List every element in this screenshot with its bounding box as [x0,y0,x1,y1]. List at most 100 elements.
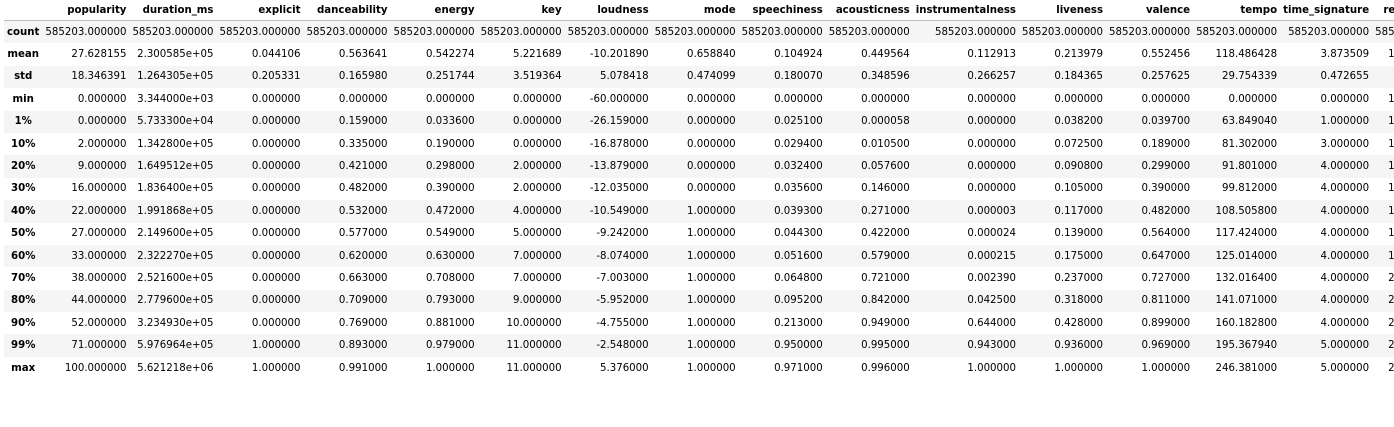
column-header-popularity: popularity [42,0,129,21]
table-cell: 5.000000 [1280,357,1372,379]
column-header-explicit: explicit [216,0,303,21]
table-cell: 0.057600 [826,155,913,177]
column-header-loudness: loudness [565,0,652,21]
table-cell: -12.035000 [565,178,652,200]
table-cell: 0.117000 [1019,200,1106,222]
table-cell: 0.564000 [1106,223,1193,245]
table-cell: 71.000000 [42,334,129,356]
table-cell: 0.039300 [739,200,826,222]
table-cell: 0.000000 [478,88,565,110]
table-cell: 0.000000 [1106,88,1193,110]
row-label: 1% [4,111,42,133]
table-cell: 585203.000000 [1019,21,1106,44]
table-cell: 0.000000 [913,111,1019,133]
table-cell: 246.381000 [1193,357,1280,379]
table-cell: 10.000000 [478,312,565,334]
table-cell: -10.201890 [565,43,652,65]
table-cell: 3.234930e+05 [129,312,216,334]
table-cell: 0.979000 [391,334,478,356]
table-cell: 0.266257 [913,66,1019,88]
table-cell: 0.180070 [739,66,826,88]
table-cell: 0.949000 [826,312,913,334]
column-header-mode: mode [652,0,739,21]
table-cell: 0.165980 [304,66,391,88]
table-cell: 0.105000 [1019,178,1106,200]
table-cell: 33.000000 [42,245,129,267]
table-cell: 0.139000 [1019,223,1106,245]
table-cell: -60.000000 [565,88,652,110]
column-header-energy: energy [391,0,478,21]
table-row: 20% 9.000000 1.649512e+05 0.000000 0.421000 0… [4,155,1394,177]
table-cell: 0.663000 [304,267,391,289]
table-cell: 0.175000 [1019,245,1106,267]
table-cell: 0.348596 [826,66,913,88]
table-row: max 100.000000 5.621218e+06 1.000000 0.99100… [4,357,1394,379]
table-cell: 585203.000000 [913,21,1019,44]
table-cell: 5.621218e+06 [129,357,216,379]
table-cell: 0.422000 [826,223,913,245]
table-cell: 0.038200 [1019,111,1106,133]
table-cell: 0.000000 [216,312,303,334]
table-cell: 0.000000 [913,88,1019,110]
table-cell: 0.237000 [1019,267,1106,289]
table-row: 99% 71.000000 5.976964e+05 1.000000 0.893000… [4,334,1394,356]
table-cell: 1979.000000 [1372,178,1394,200]
row-label: 80% [4,290,42,312]
table-cell: 1969.000000 [1372,155,1394,177]
table-cell: 0.032400 [739,155,826,177]
table-cell: 585203.000000 [1193,21,1280,44]
table-cell: 0.658840 [652,43,739,65]
table-cell: 141.071000 [1193,290,1280,312]
table-cell: 0.298000 [391,155,478,177]
table-cell: 0.943000 [913,334,1019,356]
table-cell: 4.000000 [478,200,565,222]
table-cell: 585203.000000 [304,21,391,44]
table-cell: 117.424000 [1193,223,1280,245]
table-cell: 585203.000000 [1372,21,1394,44]
table-cell: 0.000000 [739,88,826,110]
table-cell: 0.104924 [739,43,826,65]
table-cell: 0.000000 [826,88,913,110]
table-cell: 0.000000 [913,178,1019,200]
table-cell: 0.971000 [739,357,826,379]
row-label: 70% [4,267,42,289]
table-cell: 2016.000000 [1372,312,1394,334]
table-row: 60% 33.000000 2.322270e+05 0.000000 0.620000… [4,245,1394,267]
column-header-acousticness: acousticness [826,0,913,21]
table-cell: 5.733300e+04 [129,111,216,133]
table-cell: 0.950000 [739,334,826,356]
table-cell: 3.873509 [1280,43,1372,65]
table-cell: 1928.000000 [1372,111,1394,133]
table-cell: 0.000058 [826,111,913,133]
table-cell: 5.221689 [478,43,565,65]
table-cell: 27.000000 [42,223,129,245]
table-cell: 99.812000 [1193,178,1280,200]
table-cell: 0.159000 [304,111,391,133]
table-cell: 0.189000 [1106,133,1193,155]
table-cell: -5.952000 [565,290,652,312]
table-row: min 0.000000 3.344000e+03 0.000000 0.000000 0… [4,88,1394,110]
row-label: 90% [4,312,42,334]
table-cell: 0.000000 [216,267,303,289]
row-label: 20% [4,155,42,177]
table-cell: 0.769000 [304,312,391,334]
table-cell: 0.000000 [216,245,303,267]
table-cell: 0.899000 [1106,312,1193,334]
table-cell: 7.000000 [478,245,565,267]
table-cell: 0.039700 [1106,111,1193,133]
table-cell: 0.542274 [391,43,478,65]
table-cell: 3.344000e+03 [129,88,216,110]
column-header-danceability: danceability [304,0,391,21]
table-cell: 125.014000 [1193,245,1280,267]
table-cell: 9.000000 [478,290,565,312]
table-cell: 5.078418 [565,66,652,88]
table-cell: 0.271000 [826,200,913,222]
table-cell: 0.299000 [1106,155,1193,177]
table-row: 30% 16.000000 1.836400e+05 0.000000 0.482000… [4,178,1394,200]
table-cell: 0.000000 [216,178,303,200]
table-cell: 0.318000 [1019,290,1106,312]
table-cell: 1.000000 [391,357,478,379]
table-cell: 1.000000 [652,312,739,334]
table-cell: 0.035600 [739,178,826,200]
column-header-instrumentalness: instrumentalness [913,0,1019,21]
